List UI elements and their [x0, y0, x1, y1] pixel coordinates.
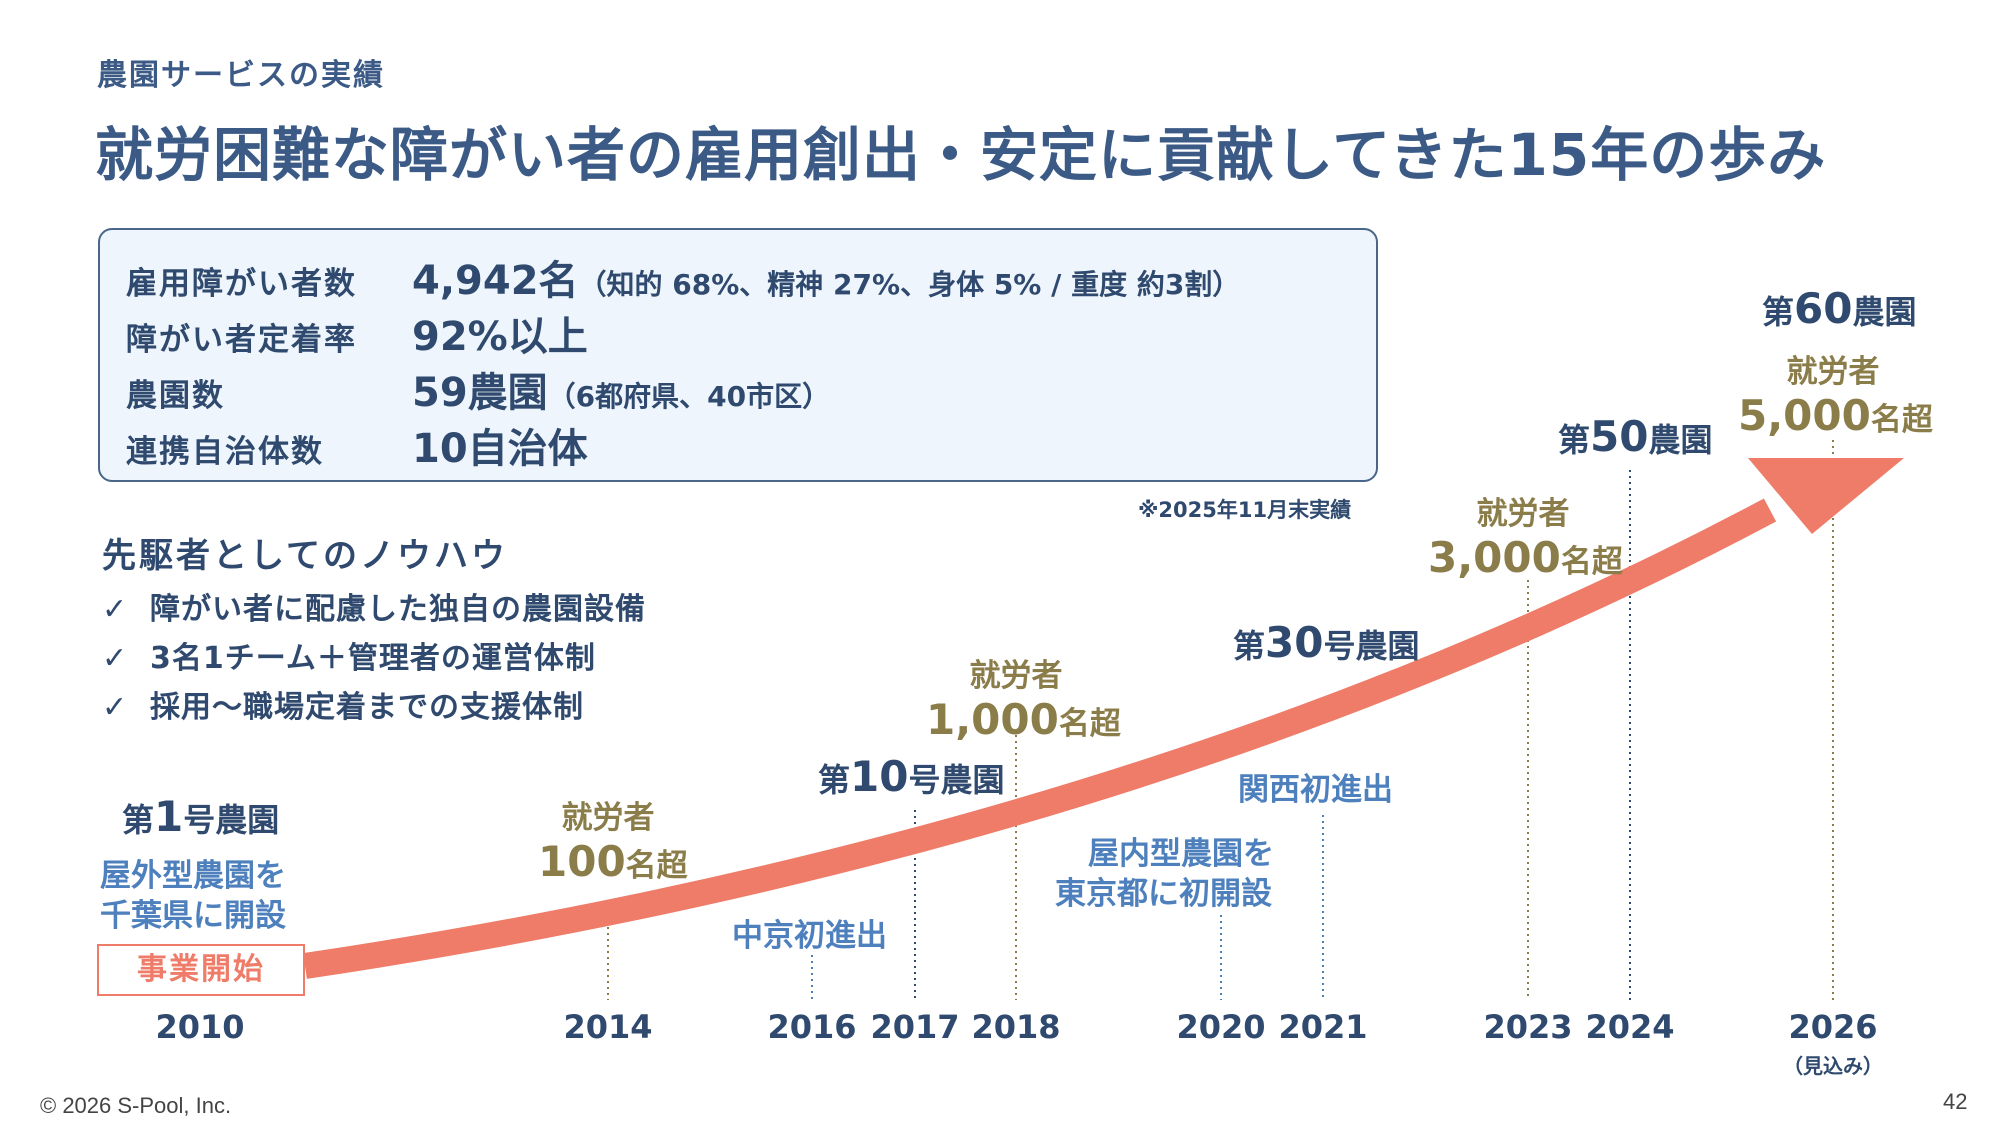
farm-10-number: 10: [850, 752, 909, 801]
stat-value-retention: 92%以上: [412, 314, 588, 360]
year-label-2020: 2020: [1176, 1008, 1266, 1046]
farm-50-number: 50: [1590, 412, 1649, 461]
milestone-farm-1: 第1号農園: [122, 792, 279, 841]
knowhow-title: 先駆者としてのノウハウ: [102, 536, 508, 576]
stats-box: 雇用障がい者数 4,942名（知的 68%、精神 27%、身体 5% / 重度 …: [98, 228, 1378, 482]
year-note-2026: （見込み）: [1783, 1054, 1883, 1078]
section-subtitle: 農園サービスの実績: [97, 58, 385, 93]
milestone-farm-50: 第50農園: [1558, 412, 1712, 461]
milestone-farm-30: 第30号農園: [1233, 618, 1419, 667]
year-label-2021: 2021: [1278, 1008, 1368, 1046]
knowhow-item-text: 障がい者に配慮した独自の農園設備: [150, 592, 646, 627]
farm-60-suffix: 農園: [1852, 293, 1917, 331]
copyright: © 2026 S-Pool, Inc.: [40, 1093, 232, 1118]
workers-100-number: 100: [538, 837, 626, 886]
farm-10-prefix: 第: [818, 761, 851, 799]
farm-30-prefix: 第: [1233, 627, 1266, 665]
knowhow-item: ✓ 採用〜職場定着までの支援体制: [102, 682, 584, 726]
stat-label-municipalities: 連携自治体数: [126, 434, 324, 470]
stat-label-employees: 雇用障がい者数: [126, 266, 357, 302]
workers-3000-unit: 名超: [1560, 544, 1623, 580]
farm-1-desc-line1: 屋外型農園を: [100, 858, 286, 894]
milestone-workers-5000: 就労者 5,000名超: [1738, 346, 1933, 440]
workers-3000-label: 就労者: [1476, 496, 1570, 532]
farm-10-suffix: 号農園: [908, 761, 1005, 799]
farm-1-prefix: 第: [122, 801, 155, 839]
year-label-2014: 2014: [563, 1008, 653, 1046]
farm-50-prefix: 第: [1558, 421, 1591, 459]
stat-detail-farms: （6都府県、40市区）: [547, 380, 831, 413]
milestone-workers-100: 就労者 100名超: [538, 792, 688, 886]
stat-value-municipalities: 10自治体: [412, 426, 588, 472]
year-label-2026: 2026: [1788, 1008, 1878, 1046]
workers-100-label: 就労者: [561, 800, 655, 836]
stat-detail-employees: （知的 68%、精神 27%、身体 5% / 重度 約3割）: [578, 268, 1241, 301]
stat-value-farms-number: 59農園: [412, 370, 548, 416]
growth-arrow: [303, 498, 1777, 979]
knowhow-item: ✓ 障がい者に配慮した独自の農園設備: [102, 584, 646, 628]
check-icon: ✓: [102, 641, 129, 676]
farm-1-suffix: 号農園: [183, 801, 280, 839]
stat-label-farms: 農園数: [126, 378, 225, 414]
year-label-2017: 2017: [870, 1008, 960, 1046]
check-icon: ✓: [102, 592, 129, 627]
workers-1000-label: 就労者: [969, 658, 1063, 694]
workers-5000-unit: 名超: [1870, 402, 1933, 438]
indoor-farm-line2: 東京都に初開設: [1055, 876, 1272, 912]
stat-value-farms: 59農園（6都府県、40市区）: [412, 360, 830, 418]
stat-value-employees: 4,942名（知的 68%、精神 27%、身体 5% / 重度 約3割）: [412, 248, 1240, 306]
farm-1-number: 1: [154, 792, 184, 841]
milestone-workers-3000: 就労者 3,000名超: [1428, 488, 1623, 582]
year-label-2016: 2016: [767, 1008, 857, 1046]
knowhow-item-text: 3名1チーム＋管理者の運営体制: [150, 641, 596, 676]
stats-note: ※2025年11月末実績: [1138, 498, 1352, 522]
knowhow-item-text: 採用〜職場定着までの支援体制: [150, 690, 584, 725]
workers-100-unit: 名超: [625, 848, 688, 884]
year-label-2024: 2024: [1585, 1008, 1675, 1046]
workers-1000-number: 1,000: [926, 695, 1059, 744]
farm-60-prefix: 第: [1762, 293, 1795, 331]
workers-5000-number: 5,000: [1738, 391, 1871, 440]
milestone-kansai: 関西初進出: [1238, 772, 1393, 808]
year-label-2018: 2018: [971, 1008, 1061, 1046]
farm-1-desc-line2: 千葉県に開設: [100, 898, 286, 934]
milestone-chukyo: 中京初進出: [732, 918, 887, 954]
page-title: 就労困難な障がい者の雇用創出・安定に貢献してきた15年の歩み: [95, 121, 1827, 189]
indoor-farm-line1: 屋内型農園を: [1088, 836, 1274, 872]
milestone-farm-60: 第60農園: [1762, 284, 1916, 333]
milestone-farm-10: 第10号農園: [818, 752, 1004, 801]
knowhow-item: ✓ 3名1チーム＋管理者の運営体制: [102, 633, 596, 677]
farm-30-suffix: 号農園: [1323, 627, 1420, 665]
workers-5000-label: 就労者: [1786, 354, 1880, 390]
workers-1000-unit: 名超: [1058, 706, 1121, 742]
start-label: 事業開始: [97, 944, 305, 996]
farm-60-number: 60: [1794, 284, 1853, 333]
farm-50-suffix: 農園: [1648, 421, 1713, 459]
check-icon: ✓: [102, 690, 129, 725]
page-number: 42: [1943, 1089, 1968, 1114]
year-label-2010: 2010: [155, 1008, 245, 1046]
farm-30-number: 30: [1265, 618, 1324, 667]
stat-label-retention: 障がい者定着率: [126, 322, 357, 358]
growth-arrow-head: [1748, 458, 1904, 534]
stat-value-employees-number: 4,942名: [412, 258, 579, 304]
milestone-workers-1000: 就労者 1,000名超: [926, 650, 1121, 744]
year-label-2023: 2023: [1483, 1008, 1573, 1046]
workers-3000-number: 3,000: [1428, 533, 1561, 582]
